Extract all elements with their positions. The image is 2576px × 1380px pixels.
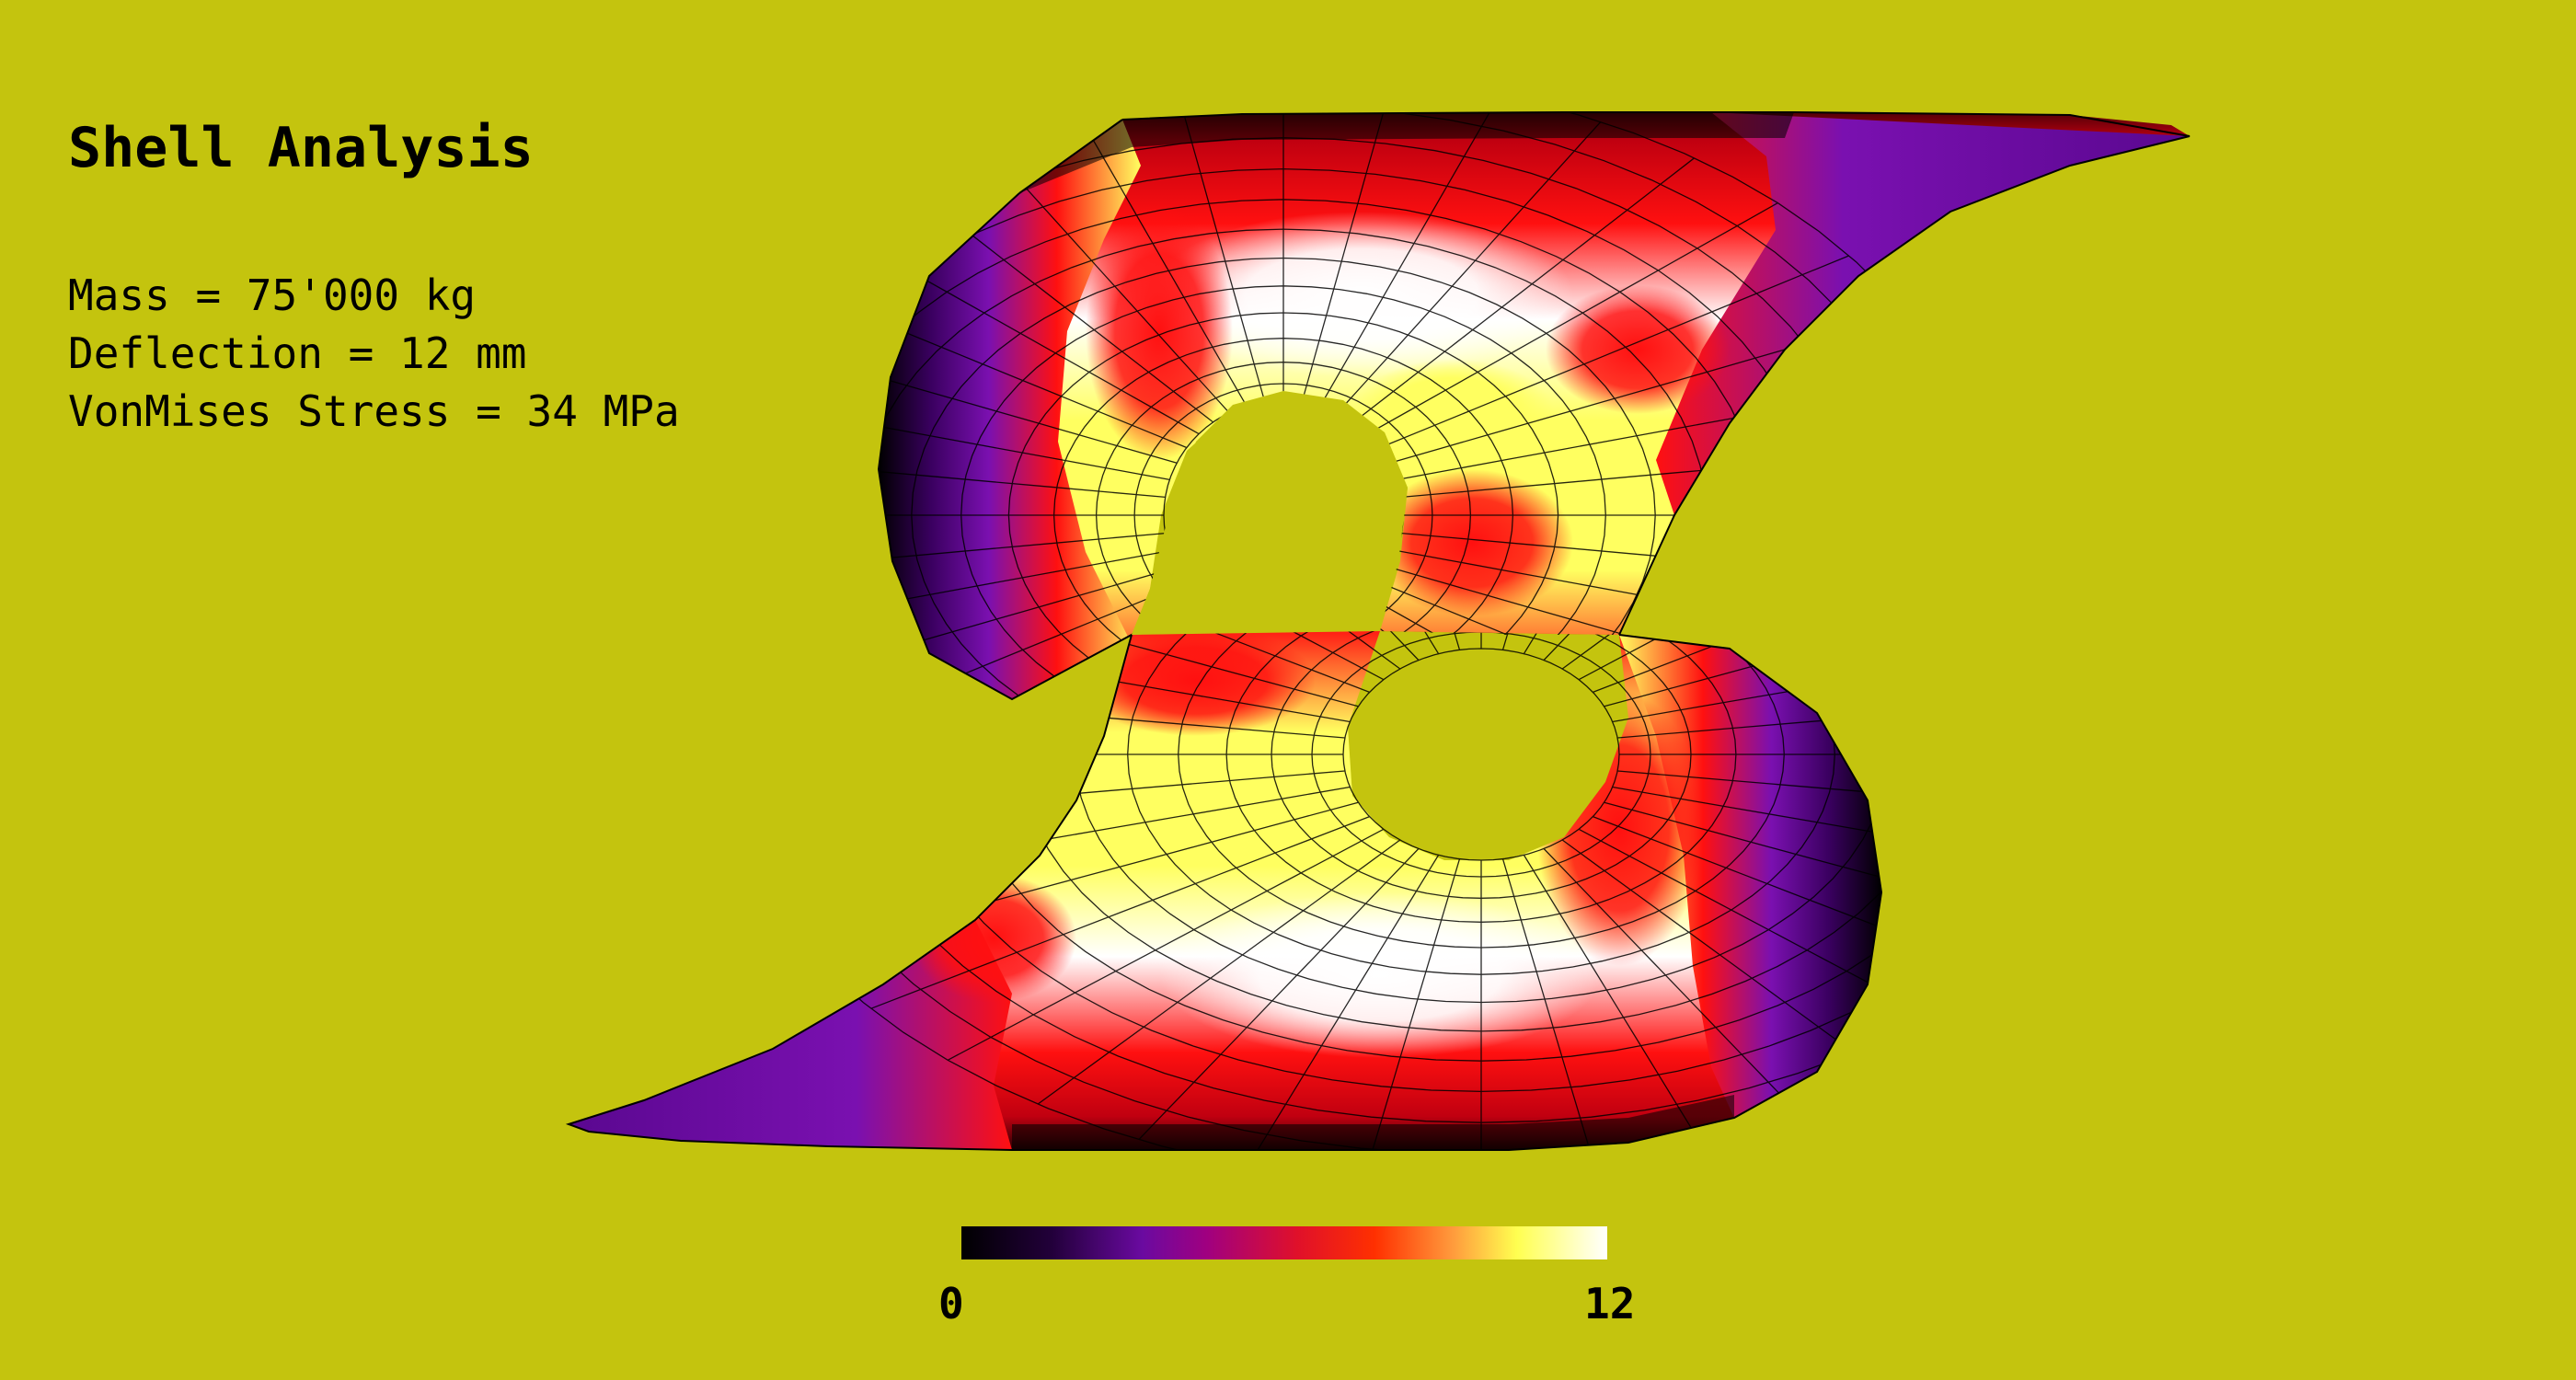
mesh-line: [1066, 112, 1248, 407]
mesh-line: [1617, 685, 1881, 739]
mesh-line: [960, 285, 1606, 699]
mesh-line: [879, 228, 1708, 699]
mesh-line: [1501, 858, 1600, 1150]
stats-panel: Mass = 75'000 kg Deflection = 12 mm VonM…: [68, 267, 680, 441]
mesh-line: [1363, 858, 1461, 1150]
mesh-line: [1311, 631, 1651, 878]
mesh-line: [1604, 631, 1881, 707]
upper-hole: [1132, 396, 1408, 635]
mesh-line: [1248, 855, 1440, 1150]
lower-lobe: [569, 631, 1881, 1150]
stress-readout: VonMises Stress = 34 MPa: [68, 386, 680, 436]
mesh-line: [1612, 631, 1881, 723]
deflection-readout: Deflection = 12 mm: [68, 328, 527, 378]
shell-outline: [565, 111, 2191, 1151]
mesh-line: [870, 815, 1370, 1009]
mesh-line: [1353, 157, 1696, 423]
mesh-line: [879, 137, 1869, 699]
mesh-line: [1379, 255, 1850, 449]
lower-hole: [1348, 631, 1628, 860]
mesh-line: [1225, 631, 1737, 923]
color-scale-min-label: 0: [938, 1279, 964, 1328]
mesh-line: [947, 828, 1385, 1061]
mesh-line: [879, 202, 1200, 435]
page-title: Shell Analysis: [68, 116, 534, 180]
mesh-line: [870, 631, 1370, 694]
mesh-line: [947, 631, 1385, 681]
mesh-line: [879, 112, 1984, 699]
mesh-line: [879, 167, 1814, 699]
mass-readout: Mass = 75'000 kg: [68, 270, 477, 320]
mesh-line: [1037, 839, 1401, 1105]
mesh-line: [1178, 631, 1785, 949]
mesh-line: [1617, 770, 1881, 823]
mesh-line: [1127, 631, 1835, 975]
mesh-line: [1271, 631, 1692, 899]
mesh-line: [1593, 631, 1881, 694]
mesh-line: [1319, 112, 1501, 407]
color-scale-bar: [961, 1226, 1607, 1259]
mesh-line: [879, 314, 1178, 464]
mesh-line: [1301, 112, 1394, 402]
mesh-line: [1523, 855, 1715, 1150]
mesh-line: [879, 199, 1760, 699]
mesh-line: [1578, 828, 1881, 1061]
mesh-line: [1543, 848, 1824, 1141]
mesh-line: [1367, 202, 1778, 435]
mesh-line: [1173, 112, 1266, 402]
mesh-line: [1593, 815, 1881, 1009]
color-scale-max-label: 12: [1584, 1279, 1636, 1328]
mesh-line: [879, 378, 1170, 481]
mesh-line: [1342, 648, 1620, 861]
mesh-line: [1578, 631, 1881, 681]
mesh-line: [1337, 121, 1602, 414]
mesh-line: [879, 255, 1188, 449]
mesh-line: [1612, 786, 1881, 889]
mesh-line: [911, 257, 1656, 699]
mesh-line: [879, 112, 1926, 699]
mesh-line: [1138, 848, 1420, 1141]
